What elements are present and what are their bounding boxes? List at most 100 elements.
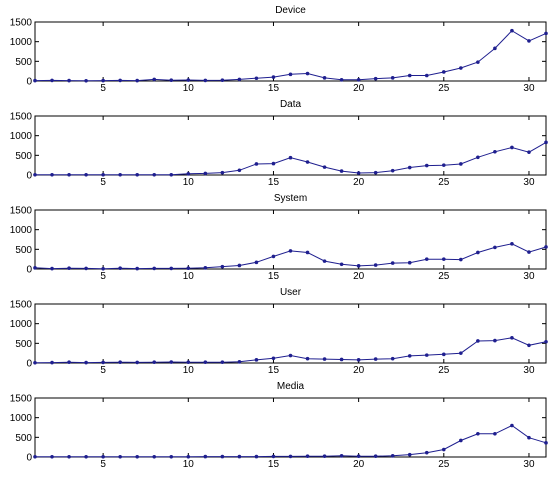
x-tick-label: 30 [523,83,535,94]
data-point [288,454,293,459]
x-tick-label: 25 [438,177,450,188]
data-point [101,78,105,83]
data-point [493,338,497,343]
x-tick-label: 30 [523,271,535,282]
data-point [322,165,327,169]
plot-frame [34,397,547,458]
data-point [84,266,88,271]
y-tick-label: 1500 [10,300,33,311]
data-point [322,259,327,263]
data-point [50,266,54,271]
x-tick-label: 25 [438,459,450,470]
x-tick-label: 20 [353,177,365,188]
plot-frame [34,303,547,364]
data-point [544,339,548,344]
data-point [67,173,71,177]
data-point [527,435,531,440]
data-point [33,455,37,459]
data-point [322,76,327,80]
x-tick-label: 25 [438,83,450,94]
data-point [459,257,463,262]
data-point [288,353,293,358]
x-tick-label: 10 [183,365,195,376]
data-point [493,46,497,51]
data-point [169,266,174,271]
chart-title: Device [275,5,306,16]
data-point [322,454,327,459]
data-point [237,454,242,459]
data-point [390,356,395,361]
data-point [203,171,208,176]
data-point [459,66,463,70]
y-tick-label: 1000 [10,413,33,424]
data-point [33,361,37,365]
data-point [67,455,71,459]
data-point [186,360,191,365]
x-tick-label: 20 [353,271,365,282]
x-tick-label: 30 [523,365,535,376]
data-point [305,454,310,459]
chart-title: Media [277,381,305,392]
chart-panel-5: Media 0 500 1000 1500 5 10 15 20 25 30 [10,381,548,470]
chart-title: Data [280,99,302,110]
data-point [84,360,88,365]
data-point [220,454,225,459]
data-point [67,266,71,271]
data-point [33,78,37,83]
data-point [101,360,105,365]
data-point [305,250,310,255]
data-point [101,267,105,271]
chart-panel-3: System 0 500 1000 1500 5 10 15 20 25 30 [10,193,548,282]
x-tick-label: 5 [100,83,106,94]
data-point [288,72,293,77]
data-point [135,173,139,177]
data-point [254,358,259,362]
x-tick-label: 10 [183,83,195,94]
data-point [203,78,208,83]
data-point [407,73,412,78]
data-point [220,170,225,175]
y-tick-label: 500 [15,151,32,162]
data-point [544,245,548,249]
x-tick-label: 15 [268,365,280,376]
chart-panel-2: Data 0 500 1000 1500 5 10 15 20 25 30 [10,99,548,188]
x-tick-label: 5 [100,177,106,188]
data-point [135,455,139,459]
data-point [373,76,378,81]
y-tick-label: 500 [15,57,32,68]
data-point [424,450,429,455]
data-point [67,360,71,365]
data-point [186,78,191,82]
data-point [237,263,242,268]
data-point [271,454,276,459]
data-point [339,262,344,267]
y-tick-label: 1500 [10,18,33,29]
data-point [152,77,157,82]
x-tick-label: 5 [100,459,106,470]
chart-title: User [280,287,302,298]
x-tick-label: 10 [183,177,195,188]
y-tick-label: 1500 [10,394,33,405]
y-tick-label: 0 [26,77,32,88]
data-point [186,266,191,271]
data-point [152,173,157,177]
data-point [442,447,446,452]
data-point [186,455,191,459]
x-tick-label: 20 [353,83,365,94]
chart-title: System [274,193,307,204]
data-point [476,250,480,255]
y-tick-label: 0 [26,265,32,276]
data-point [510,242,514,246]
data-point [186,172,191,176]
data-point [510,336,514,340]
data-point [476,60,480,64]
data-point [305,160,310,164]
y-tick-label: 500 [15,245,32,256]
x-tick-label: 10 [183,459,195,470]
data-point [271,254,276,259]
x-tick-label: 30 [523,459,535,470]
data-point [220,78,225,83]
data-point [288,249,293,253]
data-point [356,78,361,82]
